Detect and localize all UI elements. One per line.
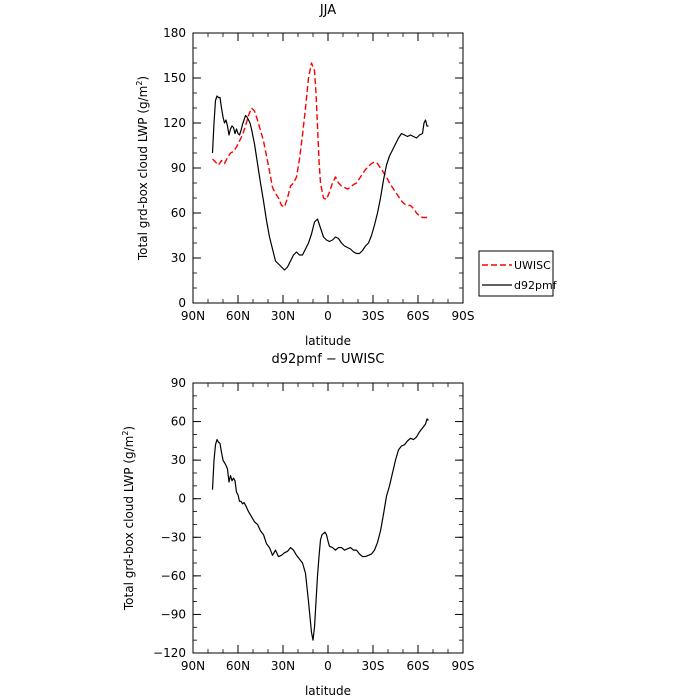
panel-bottom-ylabel: Total grd-box cloud LWP (g/m2): [121, 426, 136, 611]
panel-bottom-tick-labels: 90N 60N 30N 0 30S 60S 90S −120 −90 −60 −30 0 30 60 90: [153, 376, 474, 673]
legend-label-uwisc: UWISC: [514, 259, 551, 272]
bottom-x-tick-label: 60S: [407, 659, 430, 673]
bottom-x-tick-label: 90N: [181, 659, 205, 673]
bottom-y-tick-label: 90: [171, 376, 186, 390]
panel-bottom-grid-ticks: [192, 382, 464, 654]
bottom-y-tick-label: −90: [161, 607, 186, 621]
bottom-x-tick-label: 0: [324, 659, 332, 673]
bottom-x-tick-label: 30S: [362, 659, 385, 673]
bottom-x-tick-label: 90S: [452, 659, 475, 673]
top-x-tick-label: 60N: [226, 309, 250, 323]
legend: UWISC d92pmf: [478, 250, 558, 297]
panel-bottom-xlabel: latitude: [305, 684, 351, 698]
panel-top-grid-ticks: [192, 32, 464, 304]
panel-top-ylabel-main: Total grd-box cloud LWP (g/m: [136, 86, 150, 261]
bottom-series-line-difference: [211, 418, 429, 641]
top-y-tick-label: 120: [163, 116, 186, 130]
legend-label-d92pmf: d92pmf: [514, 279, 558, 292]
bottom-y-tick-label: 60: [171, 415, 186, 429]
panel-bottom-ylabel-main: Total grd-box cloud LWP (g/m: [122, 436, 136, 611]
panel-top: JJA 90N 60N 30N 0 30S 60S 90S0306090120150180 …: [135, 3, 558, 348]
panel-bottom-series: [211, 418, 429, 641]
top-y-tick-label: 60: [171, 206, 186, 220]
panel-bottom-ylabel-sup: 2: [121, 431, 130, 436]
bottom-y-tick-label: 0: [178, 492, 186, 506]
panel-top-frame: [192, 32, 464, 304]
bottom-x-tick-label: 30N: [271, 659, 295, 673]
panel-bottom: d92pmf − UWISC 90N 60N 30N 0 30S 60S 90S −120 −9…: [121, 352, 474, 698]
panel-bottom-ylabel-end: ): [122, 426, 136, 431]
top-series-line-d92pmf: [211, 95, 429, 271]
top-x-tick-label: 90N: [181, 309, 205, 323]
top-x-tick-label: 30S: [362, 309, 385, 323]
panel-top-xlabel: latitude: [305, 334, 351, 348]
panel-top-ylabel: Total grd-box cloud LWP (g/m2): [135, 76, 150, 261]
bottom-y-tick-label: 30: [171, 453, 186, 467]
bottom-y-tick-label: −30: [161, 530, 186, 544]
top-series-line-uwisc: [212, 62, 429, 219]
panel-bottom-title: d92pmf − UWISC: [272, 352, 385, 367]
top-x-tick-label: 90S: [452, 309, 475, 323]
panel-bottom-frame: [192, 382, 464, 654]
top-y-tick-label: 90: [171, 161, 186, 175]
top-y-tick-label: 150: [163, 71, 186, 85]
bottom-y-tick-label: −60: [161, 569, 186, 583]
panel-top-title: JJA: [319, 3, 336, 18]
bottom-y-tick-label: −120: [153, 646, 186, 660]
top-y-tick-label: 0: [178, 296, 186, 310]
panel-top-ylabel-end: ): [136, 76, 150, 81]
top-x-tick-label: 60S: [407, 309, 430, 323]
panel-top-tick-labels: 90N 60N 30N 0 30S 60S 90S 0 30 60 90 120 150 180: [163, 26, 474, 323]
bottom-x-tick-label: 60N: [226, 659, 250, 673]
panel-top-ylabel-sup: 2: [135, 81, 144, 86]
panel-top-series: [211, 62, 429, 271]
top-y-tick-label: 180: [163, 26, 186, 40]
top-x-tick-label: 0: [324, 309, 332, 323]
top-x-tick-label: 30N: [271, 309, 295, 323]
top-y-tick-label: 30: [171, 251, 186, 265]
legend-box: [478, 250, 554, 297]
